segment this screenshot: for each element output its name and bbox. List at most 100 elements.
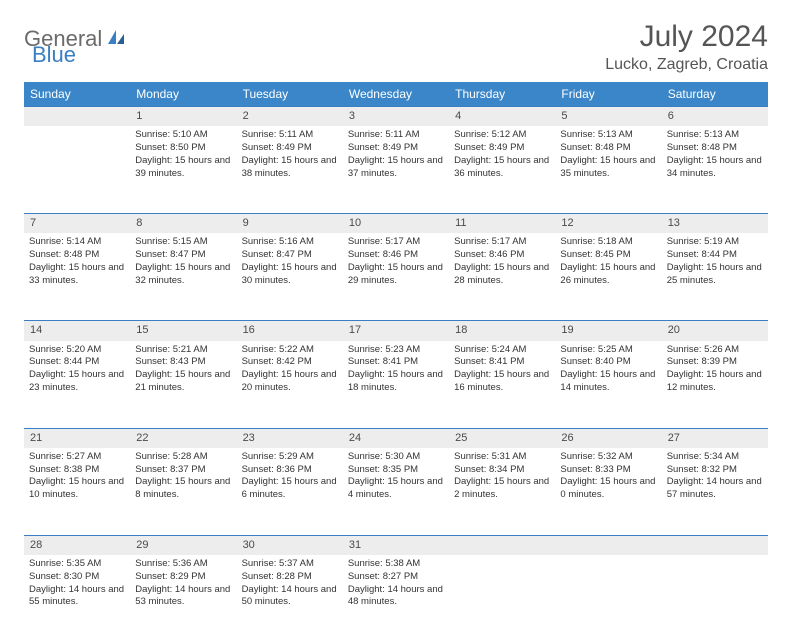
sunrise-text: Sunrise: 5:17 AM <box>454 236 550 249</box>
day-number: 13 <box>662 214 768 234</box>
day-number: 20 <box>662 321 768 341</box>
sunrise-text: Sunrise: 5:11 AM <box>242 129 338 142</box>
sunset-text: Sunset: 8:47 PM <box>135 249 231 262</box>
sunrise-text: Sunrise: 5:23 AM <box>348 344 444 357</box>
daylight-text: Daylight: 15 hours and 30 minutes. <box>242 262 338 288</box>
day-cell: Sunrise: 5:17 AMSunset: 8:46 PMDaylight:… <box>449 233 555 321</box>
day-number: 17 <box>343 321 449 341</box>
day-number-row: 28293031 <box>24 535 768 555</box>
daylight-text: Daylight: 15 hours and 16 minutes. <box>454 369 550 395</box>
daylight-text: Daylight: 15 hours and 14 minutes. <box>560 369 656 395</box>
sunset-text: Sunset: 8:46 PM <box>454 249 550 262</box>
day-number: 6 <box>662 107 768 127</box>
day-cell: Sunrise: 5:22 AMSunset: 8:42 PMDaylight:… <box>237 341 343 429</box>
sunrise-text: Sunrise: 5:10 AM <box>135 129 231 142</box>
day-number-row: 123456 <box>24 107 768 127</box>
day-number: 8 <box>130 214 236 234</box>
daylight-text: Daylight: 15 hours and 25 minutes. <box>667 262 763 288</box>
day-cell: Sunrise: 5:34 AMSunset: 8:32 PMDaylight:… <box>662 448 768 536</box>
daylight-text: Daylight: 15 hours and 6 minutes. <box>242 476 338 502</box>
day-number: 16 <box>237 321 343 341</box>
day-number: 4 <box>449 107 555 127</box>
sunrise-text: Sunrise: 5:38 AM <box>348 558 444 571</box>
daylight-text: Daylight: 15 hours and 35 minutes. <box>560 155 656 181</box>
daylight-text: Daylight: 15 hours and 28 minutes. <box>454 262 550 288</box>
day-cell: Sunrise: 5:12 AMSunset: 8:49 PMDaylight:… <box>449 126 555 214</box>
day-number: 25 <box>449 428 555 448</box>
weekday-header: Sunday <box>24 82 130 107</box>
daylight-text: Daylight: 15 hours and 8 minutes. <box>135 476 231 502</box>
sunset-text: Sunset: 8:28 PM <box>242 571 338 584</box>
weekday-header: Friday <box>555 82 661 107</box>
sunset-text: Sunset: 8:47 PM <box>242 249 338 262</box>
day-content-row: Sunrise: 5:27 AMSunset: 8:38 PMDaylight:… <box>24 448 768 536</box>
sunset-text: Sunset: 8:35 PM <box>348 464 444 477</box>
sunset-text: Sunset: 8:37 PM <box>135 464 231 477</box>
sunset-text: Sunset: 8:27 PM <box>348 571 444 584</box>
sunset-text: Sunset: 8:44 PM <box>667 249 763 262</box>
daylight-text: Daylight: 15 hours and 34 minutes. <box>667 155 763 181</box>
daylight-text: Daylight: 15 hours and 26 minutes. <box>560 262 656 288</box>
day-number: 27 <box>662 428 768 448</box>
day-cell: Sunrise: 5:25 AMSunset: 8:40 PMDaylight:… <box>555 341 661 429</box>
day-number: 14 <box>24 321 130 341</box>
sunset-text: Sunset: 8:49 PM <box>454 142 550 155</box>
day-number: 31 <box>343 535 449 555</box>
day-number: 23 <box>237 428 343 448</box>
weekday-header: Saturday <box>662 82 768 107</box>
day-cell: Sunrise: 5:11 AMSunset: 8:49 PMDaylight:… <box>237 126 343 214</box>
sunrise-text: Sunrise: 5:17 AM <box>348 236 444 249</box>
logo-text-blue: Blue <box>32 42 76 67</box>
sunset-text: Sunset: 8:48 PM <box>560 142 656 155</box>
day-number: 7 <box>24 214 130 234</box>
sunset-text: Sunset: 8:34 PM <box>454 464 550 477</box>
sunrise-text: Sunrise: 5:31 AM <box>454 451 550 464</box>
daylight-text: Daylight: 15 hours and 10 minutes. <box>29 476 125 502</box>
weekday-header: Monday <box>130 82 236 107</box>
day-cell: Sunrise: 5:10 AMSunset: 8:50 PMDaylight:… <box>130 126 236 214</box>
sunset-text: Sunset: 8:41 PM <box>454 356 550 369</box>
header: General July 2024 Lucko, Zagreb, Croatia <box>24 20 768 74</box>
day-cell: Sunrise: 5:13 AMSunset: 8:48 PMDaylight:… <box>555 126 661 214</box>
day-number <box>449 535 555 555</box>
sail-icon <box>106 28 126 51</box>
daylight-text: Daylight: 15 hours and 18 minutes. <box>348 369 444 395</box>
day-number: 19 <box>555 321 661 341</box>
day-cell: Sunrise: 5:29 AMSunset: 8:36 PMDaylight:… <box>237 448 343 536</box>
day-cell: Sunrise: 5:11 AMSunset: 8:49 PMDaylight:… <box>343 126 449 214</box>
day-number: 28 <box>24 535 130 555</box>
sunset-text: Sunset: 8:45 PM <box>560 249 656 262</box>
day-cell: Sunrise: 5:30 AMSunset: 8:35 PMDaylight:… <box>343 448 449 536</box>
daylight-text: Daylight: 15 hours and 37 minutes. <box>348 155 444 181</box>
day-cell: Sunrise: 5:37 AMSunset: 8:28 PMDaylight:… <box>237 555 343 642</box>
day-number-row: 21222324252627 <box>24 428 768 448</box>
sunrise-text: Sunrise: 5:30 AM <box>348 451 444 464</box>
daylight-text: Daylight: 15 hours and 21 minutes. <box>135 369 231 395</box>
daylight-text: Daylight: 14 hours and 50 minutes. <box>242 584 338 610</box>
sunset-text: Sunset: 8:38 PM <box>29 464 125 477</box>
sunrise-text: Sunrise: 5:20 AM <box>29 344 125 357</box>
day-number: 3 <box>343 107 449 127</box>
sunset-text: Sunset: 8:41 PM <box>348 356 444 369</box>
day-cell <box>555 555 661 642</box>
day-cell: Sunrise: 5:27 AMSunset: 8:38 PMDaylight:… <box>24 448 130 536</box>
sunset-text: Sunset: 8:32 PM <box>667 464 763 477</box>
daylight-text: Daylight: 15 hours and 32 minutes. <box>135 262 231 288</box>
daylight-text: Daylight: 15 hours and 36 minutes. <box>454 155 550 181</box>
sunset-text: Sunset: 8:50 PM <box>135 142 231 155</box>
weekday-header: Thursday <box>449 82 555 107</box>
sunrise-text: Sunrise: 5:13 AM <box>667 129 763 142</box>
day-number: 10 <box>343 214 449 234</box>
day-number: 30 <box>237 535 343 555</box>
day-content-row: Sunrise: 5:35 AMSunset: 8:30 PMDaylight:… <box>24 555 768 642</box>
sunset-text: Sunset: 8:49 PM <box>242 142 338 155</box>
daylight-text: Daylight: 15 hours and 4 minutes. <box>348 476 444 502</box>
sunset-text: Sunset: 8:33 PM <box>560 464 656 477</box>
day-cell: Sunrise: 5:35 AMSunset: 8:30 PMDaylight:… <box>24 555 130 642</box>
day-cell: Sunrise: 5:21 AMSunset: 8:43 PMDaylight:… <box>130 341 236 429</box>
weekday-header-row: Sunday Monday Tuesday Wednesday Thursday… <box>24 82 768 107</box>
day-number: 18 <box>449 321 555 341</box>
day-cell <box>449 555 555 642</box>
sunrise-text: Sunrise: 5:11 AM <box>348 129 444 142</box>
sunset-text: Sunset: 8:40 PM <box>560 356 656 369</box>
